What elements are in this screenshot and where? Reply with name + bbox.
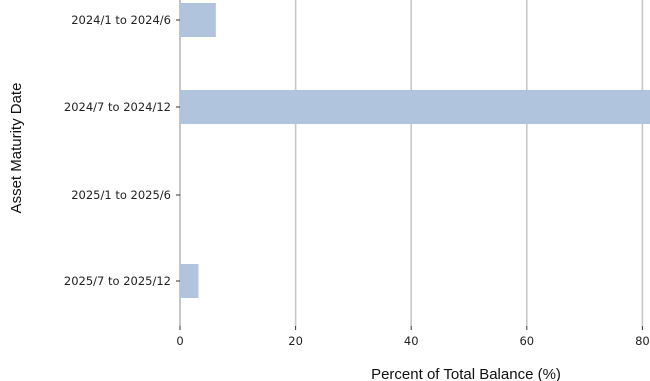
bar-1: [180, 90, 650, 124]
y-tick-label: 2024/7 to 2024/12: [64, 100, 171, 114]
x-tick-label: 0: [176, 334, 183, 348]
x-tick-label: 40: [404, 334, 419, 348]
x-tick-label: 20: [288, 334, 303, 348]
bar-0: [180, 3, 216, 37]
bar-3: [180, 264, 199, 298]
x-axis-title: Percent of Total Balance (%): [371, 366, 561, 381]
x-tick-labels: 0 20 40 60 80: [176, 326, 650, 348]
y-tick-label: 2025/1 to 2025/6: [71, 188, 171, 202]
y-axis-title: Asset Maturity Date: [8, 83, 25, 214]
x-tick-label: 60: [519, 334, 534, 348]
y-tick-label: 2024/1 to 2024/6: [71, 13, 171, 27]
grid-lines: [179, 0, 644, 326]
y-tick-labels: 2024/1 to 2024/6 2024/7 to 2024/12 2025/1 …: [64, 13, 180, 288]
y-tick-label: 2025/7 to 2025/12: [64, 274, 171, 288]
bars: [180, 3, 650, 298]
x-tick-label: 80: [635, 334, 650, 348]
